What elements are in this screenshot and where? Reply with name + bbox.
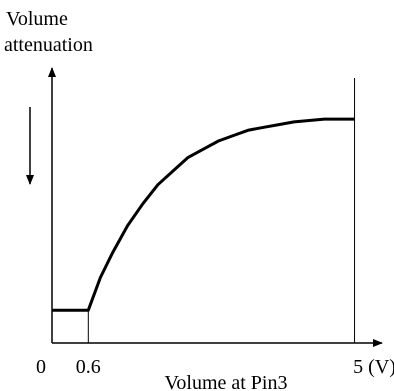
y-axis-label-line-1: Volume xyxy=(6,8,68,30)
x-tick-label-5v: 5 (V) xyxy=(353,356,394,378)
x-tick-label-0-6: 0.6 xyxy=(76,356,101,378)
x-axis-label: Volume at Pin3 xyxy=(165,372,288,391)
attenuation-curve xyxy=(52,117,355,312)
y-axis-label-line-2: attenuation xyxy=(4,34,93,56)
x-origin-label: 0 xyxy=(36,356,46,378)
